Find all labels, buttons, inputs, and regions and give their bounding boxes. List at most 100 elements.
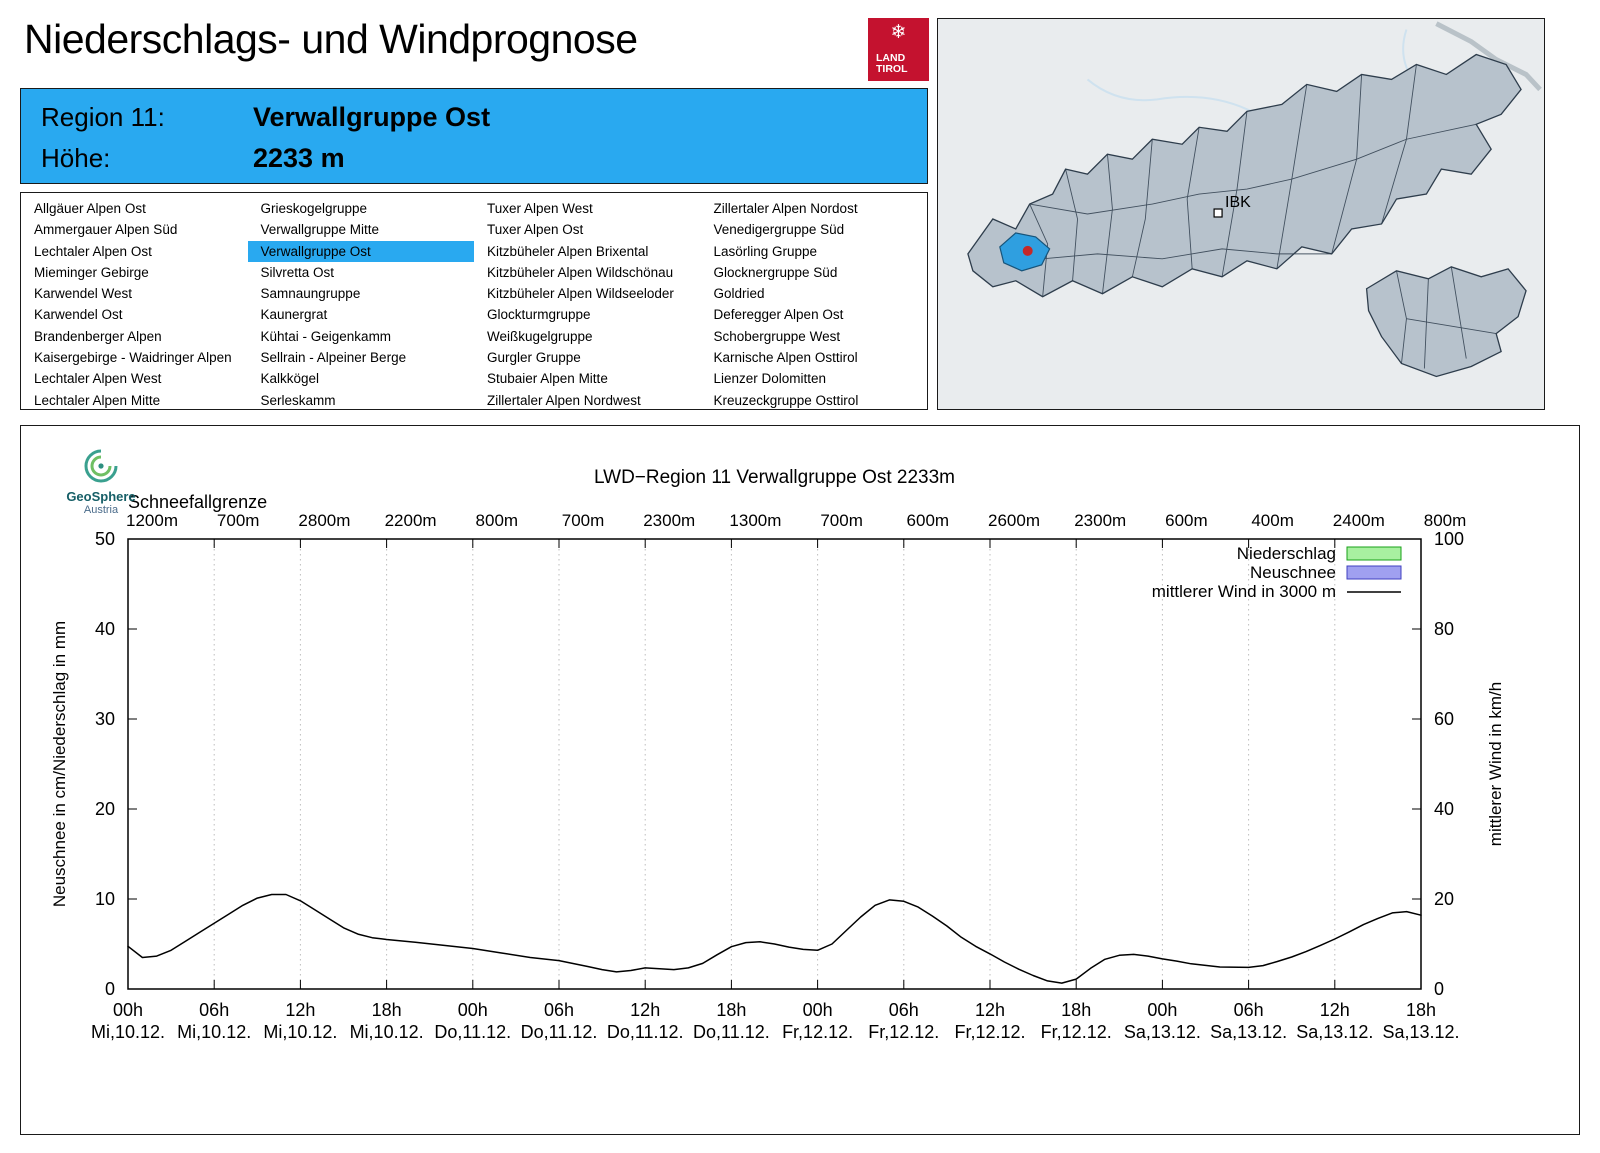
region-list-item[interactable]: Kitzbüheler Alpen Brixental [487,243,649,259]
region-list-item[interactable]: Kühtai - Geigenkamm [260,328,392,344]
chart-gridlines [127,539,1422,989]
region-list-item[interactable]: Kreuzeckgruppe Osttirol [713,392,859,408]
svg-text:Fr,12.12.: Fr,12.12. [868,1022,939,1042]
svg-text:700m: 700m [820,511,863,530]
svg-text:2600m: 2600m [988,511,1040,530]
svg-text:12h: 12h [630,1000,660,1020]
svg-text:12h: 12h [975,1000,1005,1020]
svg-text:30: 30 [95,709,115,729]
svg-text:10: 10 [95,889,115,909]
svg-text:Fr,12.12.: Fr,12.12. [954,1022,1025,1042]
region-list-item[interactable]: Brandenberger Alpen [34,328,162,344]
svg-text:800m: 800m [476,511,519,530]
region-list-item[interactable]: Tuxer Alpen Ost [487,222,584,238]
region-list-item[interactable]: Kalkkögel [260,371,320,387]
region-list-item[interactable]: Deferegger Alpen Ost [713,307,844,323]
svg-text:18h: 18h [372,1000,402,1020]
svg-text:700m: 700m [562,511,605,530]
region-list-item[interactable]: Kaunergrat [260,307,328,323]
y-axis-left-labels: 0 10 20 30 40 50 [95,529,115,999]
legend-swatch-box [1346,565,1402,580]
region-list-item[interactable]: Lechtaler Alpen Mitte [34,392,161,408]
y-axis-right-labels: 0 20 40 60 80 100 [1434,529,1464,999]
region-list-item[interactable]: Zillertaler Alpen Nordost [713,201,858,216]
region-list-item[interactable]: Kitzbüheler Alpen Wildschönau [487,264,674,280]
region-list-item[interactable]: Verwallgruppe Mitte [260,222,380,238]
region-list-item[interactable]: Gurgler Gruppe [487,350,581,366]
page-title: Niederschlags- und Windprognose [24,16,638,62]
geosphere-logo-text: GeoSphere [66,489,136,504]
tirol-map-svg: IBK [938,19,1544,409]
region-list-item[interactable]: Lechtaler Alpen Ost [34,243,152,259]
map-north-tirol [967,53,1522,298]
svg-text:0: 0 [1434,979,1444,999]
region-list-item[interactable]: Stubaier Alpen Mitte [487,371,608,387]
svg-text:Mi,10.12.: Mi,10.12. [350,1022,424,1042]
svg-text:Sa,13.12.: Sa,13.12. [1296,1022,1373,1042]
legend-label: mittlerer Wind in 3000 m [1152,582,1336,601]
region-list-item[interactable]: Serleskamm [260,392,336,408]
region-column: Grieskogelgruppe Verwallgruppe Mitte Verwa… [247,198,474,411]
region-list-item-selected[interactable]: Verwallgruppe Ost [247,240,474,262]
region-list-item[interactable]: Karnische Alpen Osttirol [713,350,858,366]
region-list-item[interactable]: Glocknergruppe Süd [713,264,838,280]
svg-text:Fr,12.12.: Fr,12.12. [1041,1022,1112,1042]
region-list-item[interactable]: Lasörling Gruppe [713,243,818,259]
svg-text:Mi,10.12.: Mi,10.12. [91,1022,165,1042]
svg-text:06h: 06h [199,1000,229,1020]
svg-text:20: 20 [1434,889,1454,909]
region-list-item[interactable]: Goldried [713,286,765,302]
svg-text:20: 20 [95,799,115,819]
region-list-item[interactable]: Ammergauer Alpen Süd [34,222,178,238]
map-east-tirol [1365,266,1527,378]
forecast-chart-panel: GeoSphere Austria 0 10 20 30 40 50 0 20 40 60 80 10… [20,425,1580,1135]
region-list-item[interactable]: Lechtaler Alpen West [34,371,162,387]
region-list-item[interactable]: Allgäuer Alpen Ost [34,201,146,216]
svg-text:00h: 00h [113,1000,143,1020]
region-list-item[interactable]: Kaisergebirge - Waidringer Alpen [34,350,232,366]
legend-label: Niederschlag [1237,544,1336,563]
svg-text:60: 60 [1434,709,1454,729]
y-axis-right-title: mittlerer Wind in km/h [1486,682,1505,846]
map-east-district-borders [1396,266,1497,369]
svg-text:40: 40 [1434,799,1454,819]
svg-text:50: 50 [95,529,115,549]
region-list-item[interactable]: Silvretta Ost [260,264,335,280]
region-name: Verwallgruppe Ost [253,102,491,132]
region-column: Zillertaler Alpen Nordost Venedigergruppe… [701,198,928,411]
map-district-borders [1029,64,1477,297]
svg-text:2400m: 2400m [1333,511,1385,530]
region-list-item[interactable]: Karwendel Ost [34,307,123,323]
region-list-item[interactable]: Karwendel West [34,286,133,302]
svg-text:12h: 12h [285,1000,315,1020]
svg-text:06h: 06h [1234,1000,1264,1020]
svg-text:1200m: 1200m [126,511,178,530]
region-list-item[interactable]: Venedigergruppe Süd [713,222,845,238]
wind-line [127,893,1422,984]
region-label: Region 11: [41,102,165,132]
geosphere-logo: GeoSphere Austria [55,446,147,516]
region-list-item[interactable]: Mieminger Gebirge [34,264,149,280]
region-list-item[interactable]: Zillertaler Alpen Nordwest [487,392,641,408]
svg-text:40: 40 [95,619,115,639]
map-city-marker [1213,208,1223,218]
region-list-item[interactable]: Glockturmgruppe [487,307,591,323]
region-list-item[interactable]: Weißkugelgruppe [487,328,593,344]
region-list-item[interactable]: Tuxer Alpen West [487,201,593,216]
legend-swatch-box [1346,546,1402,561]
region-list-item[interactable]: Sellrain - Alpeiner Berge [260,350,407,366]
svg-text:800m: 800m [1424,511,1467,530]
region-list-item[interactable]: Kitzbüheler Alpen Wildseeloder [487,286,674,302]
svg-text:Do,11.12.: Do,11.12. [521,1022,598,1042]
map-city-label: IBK [1225,194,1251,211]
region-list-item[interactable]: Schobergruppe West [713,328,841,344]
svg-text:Sa,13.12.: Sa,13.12. [1382,1022,1459,1042]
region-list-item[interactable]: Lienzer Dolomitten [713,371,827,387]
region-list-item[interactable]: Grieskogelgruppe [260,201,368,216]
svg-text:700m: 700m [217,511,260,530]
map-selected-marker [1022,245,1033,256]
svg-text:Sa,13.12.: Sa,13.12. [1124,1022,1201,1042]
region-list-item[interactable]: Samnaungruppe [260,286,361,302]
svg-text:06h: 06h [544,1000,574,1020]
